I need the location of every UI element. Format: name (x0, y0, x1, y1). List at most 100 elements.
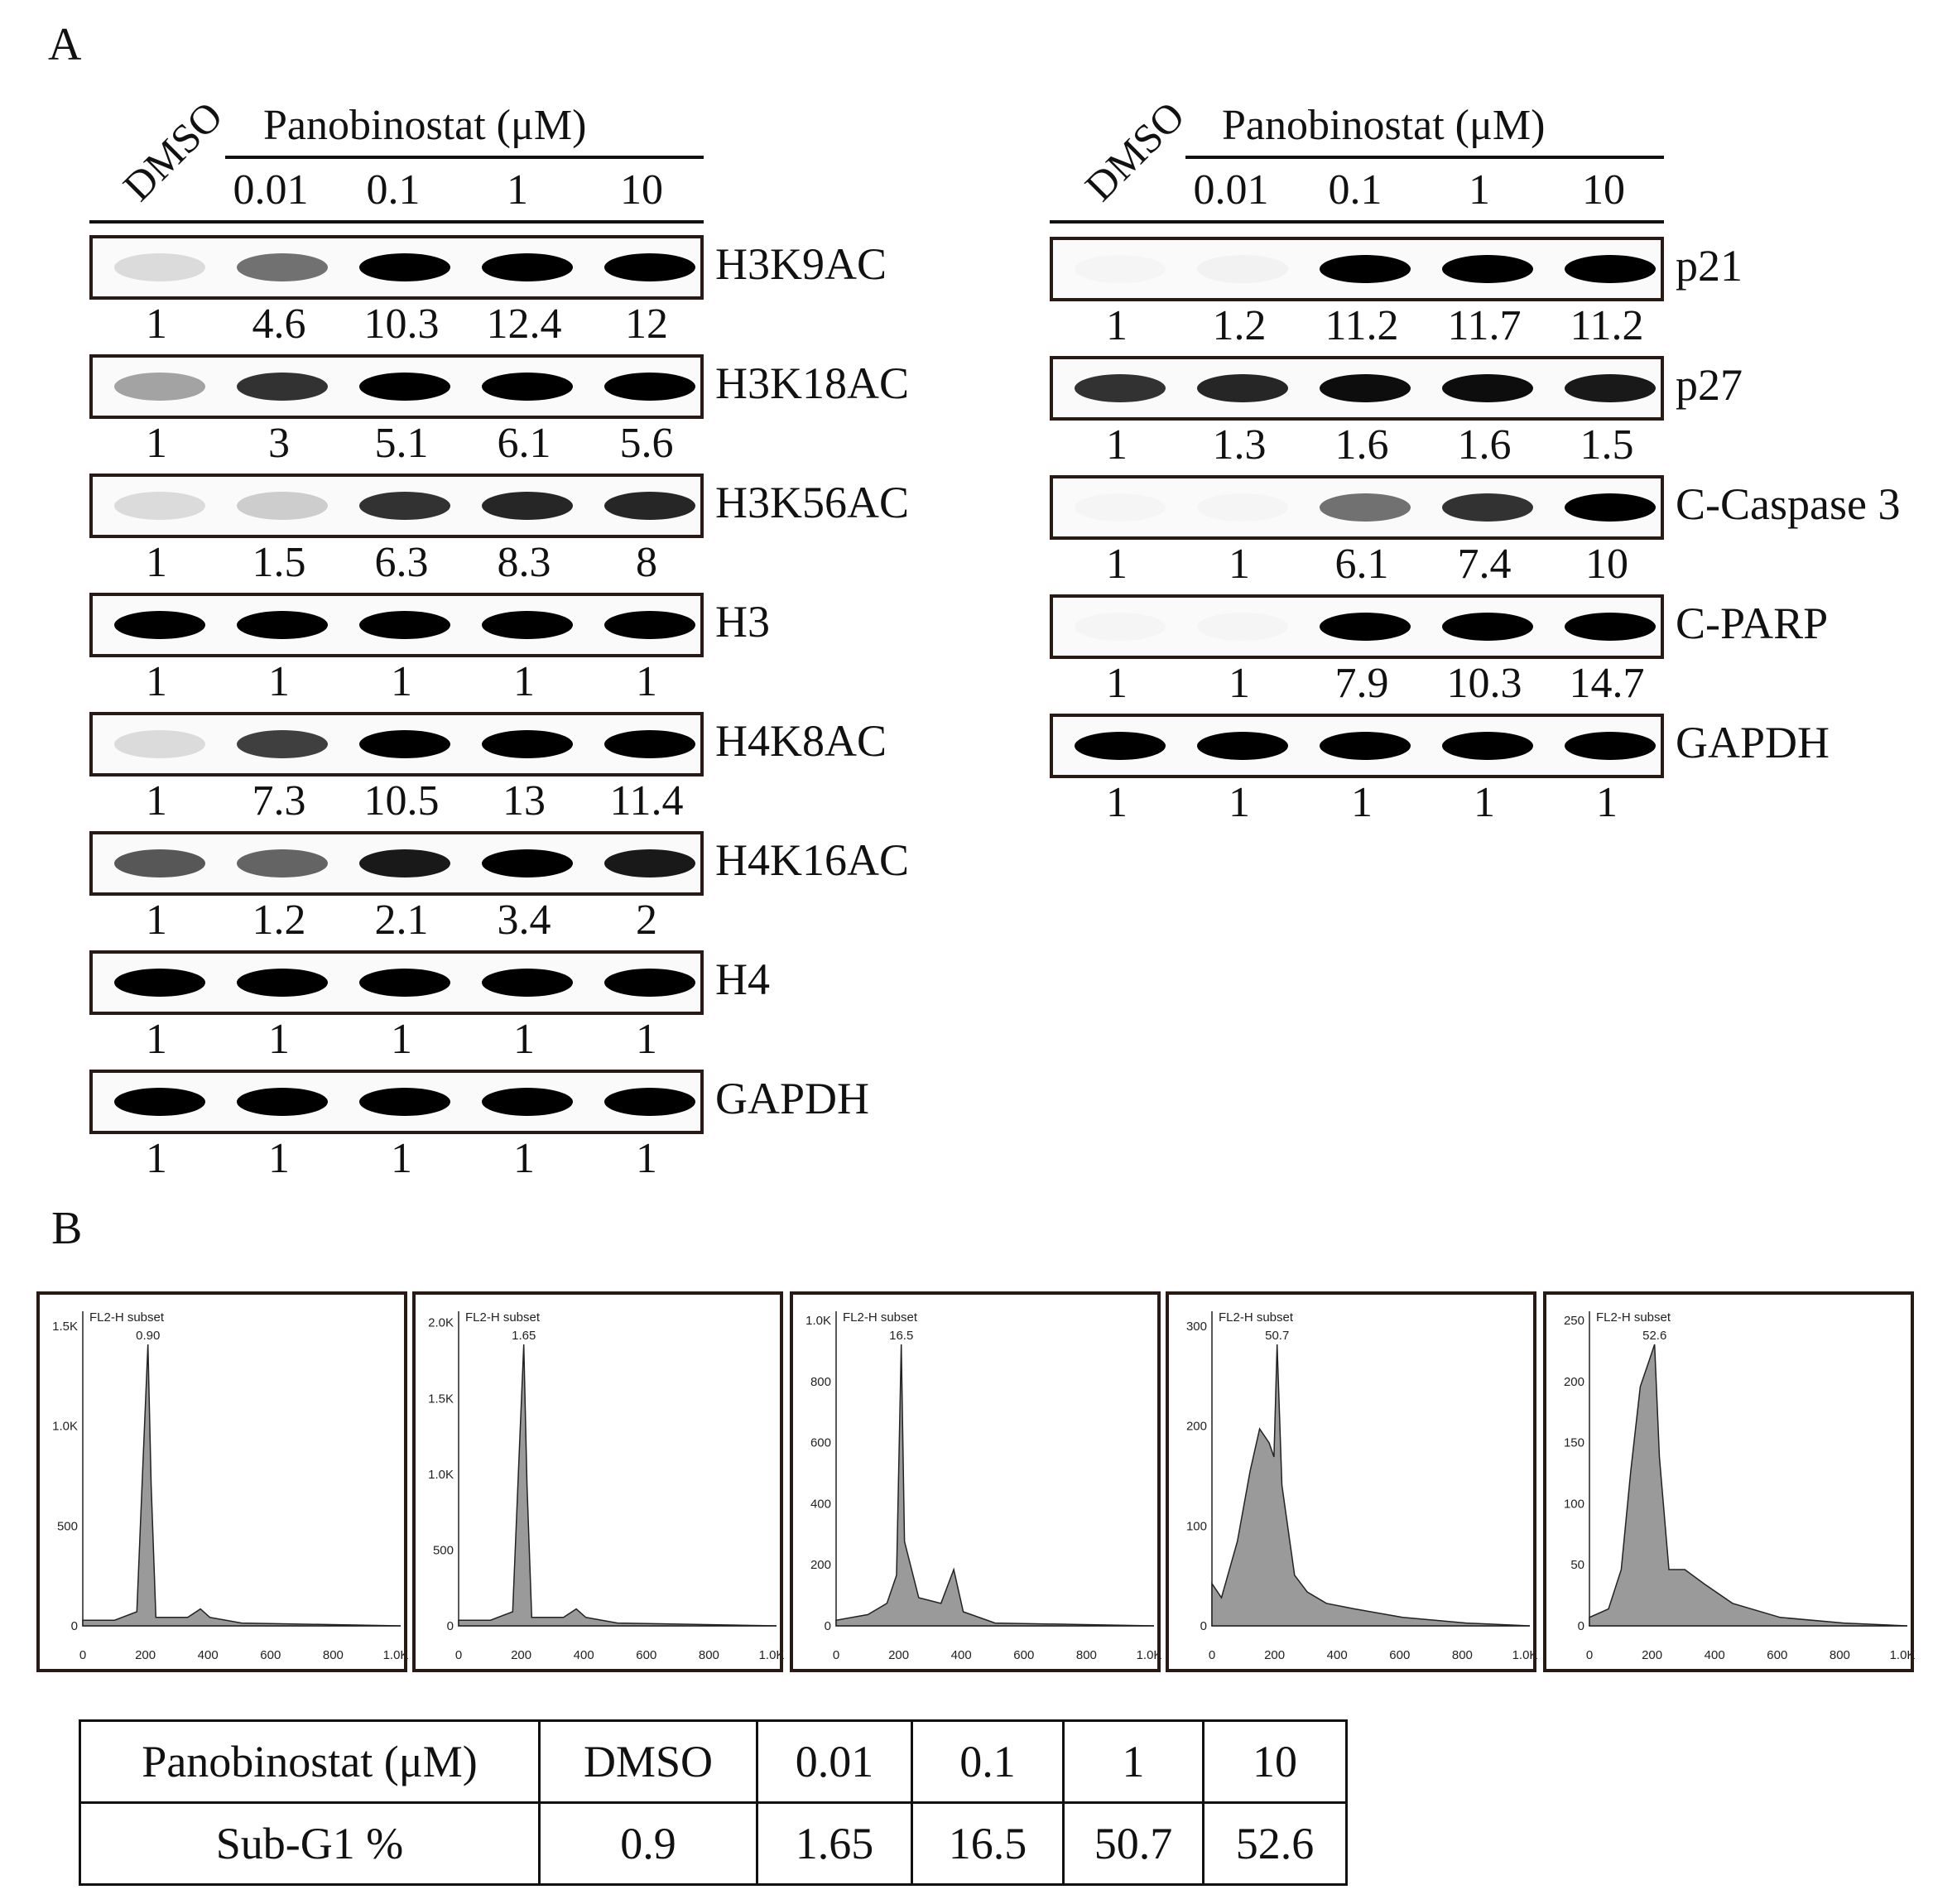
y-tick-label: 0 (1578, 1619, 1584, 1633)
blot-band (359, 253, 450, 281)
quant-value: 1.3 (1212, 421, 1267, 469)
quant-value: 1 (1474, 779, 1495, 826)
y-tick-label: 600 (810, 1436, 831, 1450)
y-tick-label: 0 (447, 1619, 454, 1633)
dose-label-right: 10 (1582, 166, 1625, 214)
blot-band (1075, 613, 1166, 641)
x-tick-label: 800 (323, 1648, 344, 1662)
gate-label: FL2-H subset (1219, 1310, 1294, 1325)
blot-band (1442, 374, 1533, 402)
quant-value: 11.4 (609, 777, 684, 825)
blot-band (359, 492, 450, 520)
quant-value: 12.4 (486, 301, 562, 348)
x-tick-label: 0 (1209, 1648, 1215, 1662)
dose-label-left: 0.01 (233, 166, 309, 214)
blot-strip (89, 950, 704, 1015)
blot-band (1075, 374, 1166, 402)
blot-band (1320, 374, 1411, 402)
y-tick-label: 800 (810, 1375, 831, 1389)
blot-band (1075, 493, 1166, 522)
blot-band (237, 849, 328, 877)
blot-band (237, 969, 328, 997)
quant-value: 5.6 (619, 420, 674, 467)
table-cell: Panobinostat (μM) (79, 1719, 541, 1804)
x-tick-label: 1.0K (1137, 1648, 1162, 1662)
x-tick-label: 200 (135, 1648, 156, 1662)
x-tick-label: 0 (455, 1648, 462, 1662)
quant-value: 1.5 (1580, 421, 1634, 469)
blot-label: p21 (1676, 241, 1743, 291)
y-tick-label: 400 (810, 1497, 831, 1511)
blot-band (114, 611, 205, 639)
dose-label-left: 1 (507, 166, 528, 214)
quant-value: 10.3 (363, 301, 440, 348)
quant-value: 1 (146, 658, 167, 705)
quant-value: 1.2 (1212, 302, 1267, 349)
dose-label-left: 10 (620, 166, 663, 214)
x-tick-label: 1.0K (1890, 1648, 1916, 1662)
dose-label-right: 0.01 (1193, 166, 1269, 214)
blot-band (604, 253, 695, 281)
blot-band (114, 373, 205, 401)
gate-value: 1.65 (512, 1329, 536, 1343)
panel-b-label: B (51, 1203, 83, 1254)
blot-strip (1050, 356, 1664, 421)
blot-band (237, 611, 328, 639)
y-tick-label: 1.0K (805, 1314, 831, 1328)
quant-value: 7.4 (1457, 541, 1512, 588)
blot-band (237, 1088, 328, 1116)
histogram-curve (1211, 1344, 1531, 1627)
quant-value: 1 (1596, 779, 1618, 826)
y-tick-label: 500 (433, 1543, 454, 1557)
quant-value: 7.9 (1334, 660, 1389, 707)
quant-value: 1 (636, 658, 657, 705)
table-cell: 50.7 (1062, 1801, 1205, 1886)
blot-band (482, 849, 573, 877)
blot-strip (89, 474, 704, 538)
quant-value: 10 (1585, 541, 1628, 588)
table-cell: 0.01 (756, 1719, 913, 1804)
y-tick-label: 1.5K (52, 1320, 78, 1334)
y-tick-label: 500 (57, 1519, 78, 1533)
blot-band (482, 373, 573, 401)
table-cell: 10 (1202, 1719, 1348, 1804)
table-cell: 52.6 (1202, 1801, 1348, 1886)
y-tick-label: 2.0K (428, 1316, 454, 1330)
treatment-bar-left (225, 156, 704, 159)
blot-strip (89, 593, 704, 657)
quant-value: 2.1 (374, 897, 429, 944)
header-bar-right (1050, 220, 1664, 224)
quant-value: 8 (636, 539, 657, 586)
table-row: Panobinostat (μM) DMSO 0.01 0.1 1 10 (79, 1719, 1348, 1804)
quant-value: 1.2 (252, 897, 306, 944)
blot-strip (89, 712, 704, 777)
table-cell: 16.5 (911, 1801, 1065, 1886)
blot-band (1565, 255, 1656, 283)
blot-band (1197, 493, 1288, 522)
blot-label: H3K18AC (715, 358, 910, 408)
blot-band (482, 1088, 573, 1116)
blot-band (114, 253, 205, 281)
y-tick-label: 0 (825, 1619, 831, 1633)
quant-value: 11.2 (1570, 302, 1644, 349)
panel-a-label: A (48, 19, 82, 70)
x-tick-label: 200 (1642, 1648, 1662, 1662)
flow-histogram: 0 500 1.0K 1.5K 2.0K 0 200 400 600 800 1.0K FL2-H s… (412, 1291, 784, 1672)
blot-band (1442, 732, 1533, 760)
x-tick-label: 800 (1830, 1648, 1850, 1662)
table-cell: 1.65 (756, 1801, 913, 1886)
quant-value: 2 (636, 897, 657, 944)
quant-value: 1 (146, 1016, 167, 1063)
blot-strip (89, 354, 704, 419)
blot-label: H4K8AC (715, 716, 887, 766)
blot-strip (1050, 714, 1664, 778)
quant-value: 1 (1351, 779, 1373, 826)
gate-label: FL2-H subset (1596, 1310, 1671, 1325)
quant-value: 12 (625, 301, 668, 348)
gate-label: FL2-H subset (843, 1310, 918, 1325)
header-bar-left (89, 220, 704, 224)
x-tick-label: 400 (1705, 1648, 1725, 1662)
x-tick-label: 600 (1389, 1648, 1410, 1662)
histogram-curve (82, 1344, 402, 1627)
quant-value: 11.7 (1447, 302, 1522, 349)
